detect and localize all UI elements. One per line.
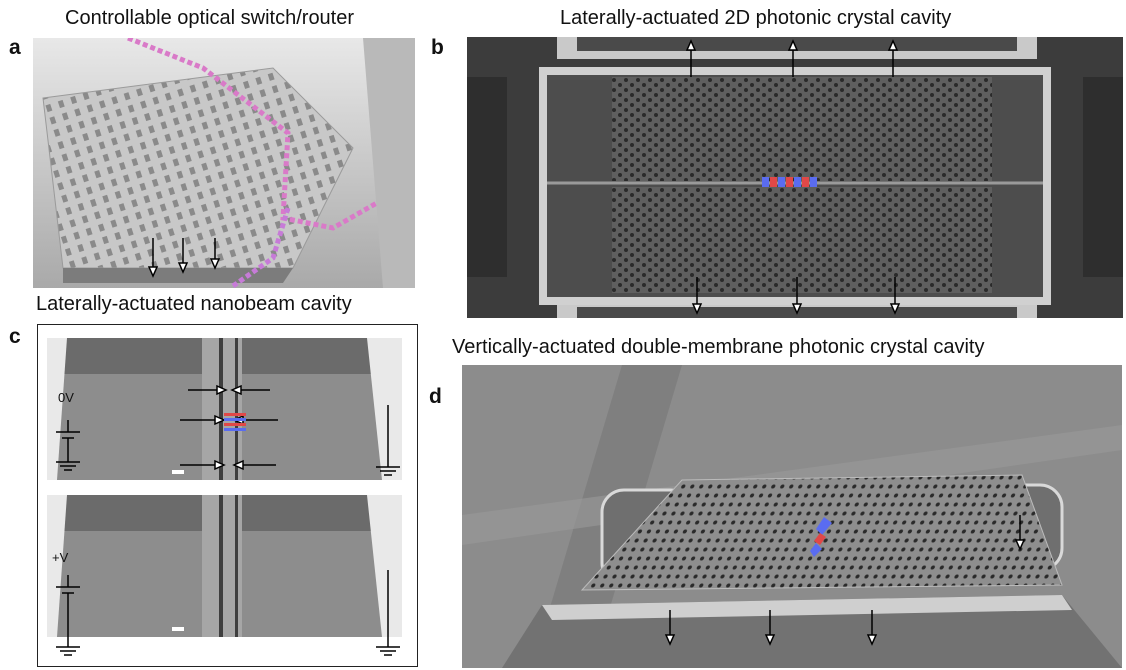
panel-b-image <box>467 37 1123 318</box>
nanobeam-sem-bottom <box>47 495 402 637</box>
voltage-label-bottom: +V <box>52 550 69 565</box>
panel-d-title: Vertically-actuated double-membrane phot… <box>452 336 985 358</box>
up-arrow-icon <box>685 39 899 77</box>
optical-mode-marker <box>810 517 832 557</box>
panel-c-letter: c <box>9 325 21 348</box>
down-arrow-icon <box>691 277 901 315</box>
panel-a-title: Controllable optical switch/router <box>65 7 355 29</box>
panel-c-frame: 0V +V <box>37 324 418 667</box>
panel-b-letter: b <box>431 36 444 59</box>
down-arrow-icon <box>664 610 878 646</box>
arrows-inward-top <box>180 384 278 471</box>
voltage-label-top: 0V <box>58 390 74 405</box>
optical-switch-sem <box>33 38 415 288</box>
panel-a-image <box>33 38 415 288</box>
optical-mode-marker <box>224 413 246 431</box>
ground-symbol-icon <box>376 570 400 656</box>
panel-b-title: Laterally-actuated 2D photonic crystal c… <box>560 7 952 29</box>
optical-mode-marker <box>762 177 817 187</box>
down-arrow-icon <box>147 238 221 278</box>
panel-d-letter: d <box>429 385 442 408</box>
ground-symbol-icon <box>376 405 400 476</box>
panel-c-title: Laterally-actuated nanobeam cavity <box>36 293 352 315</box>
ground-symbol-icon <box>56 575 80 656</box>
panel-d-image <box>462 365 1122 668</box>
nanobeam-sem-top <box>47 338 402 480</box>
ground-symbol-icon <box>56 420 80 471</box>
down-arrow-icon <box>1014 515 1026 551</box>
panel-a-letter: a <box>9 36 21 59</box>
